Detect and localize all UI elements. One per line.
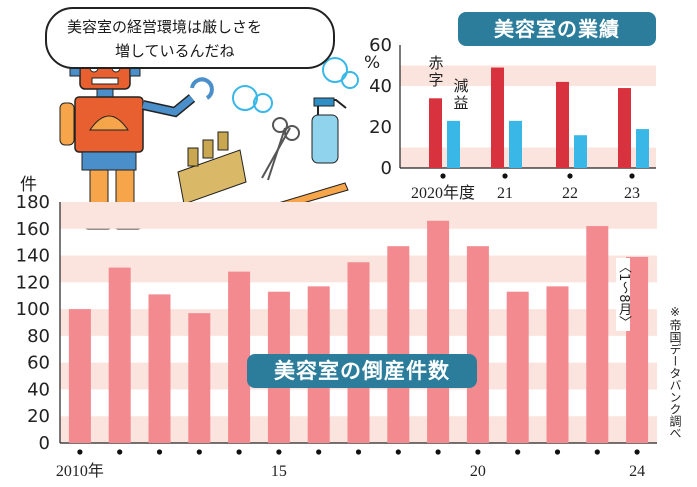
x-tick-dot — [156, 449, 163, 455]
bar-2020 — [466, 246, 489, 443]
x-tick-dot — [196, 449, 202, 455]
x-tick-label: 15 — [271, 463, 287, 480]
speech-line-2: 増しているんだね — [115, 42, 235, 60]
decline-bar-0 — [447, 120, 460, 168]
source-note: ※帝国データバンク調べ — [668, 305, 682, 439]
y-tick-label: 60 — [27, 353, 50, 374]
x-tick-label: 2020年度 — [411, 184, 475, 202]
bar-2019 — [427, 220, 450, 443]
decline-bar-1 — [509, 120, 522, 168]
x-tick-label: 22 — [562, 185, 578, 202]
x-tick-dot — [77, 449, 83, 455]
bar-2023 — [586, 226, 609, 443]
x-tick-dot — [316, 449, 322, 455]
series-label-decline: 益 — [453, 94, 468, 112]
x-tick-dot — [554, 449, 561, 455]
bar-2017 — [347, 262, 370, 443]
x-tick-dot — [594, 449, 600, 455]
x-tick-label: 2010年 — [56, 462, 104, 480]
y-tick-label: 180 — [16, 192, 50, 213]
series-label-deficit: 赤 — [428, 54, 443, 72]
y-tick-label: 120 — [16, 272, 50, 293]
bar-2022 — [546, 286, 569, 443]
speech-line-1: 美容室の経営環境は厳しさを — [67, 18, 263, 36]
y-tick-label: 40 — [369, 76, 392, 97]
x-tick-dot — [440, 173, 446, 179]
series-label-deficit: 字 — [428, 71, 443, 89]
y-tick-label: 140 — [16, 246, 50, 267]
x-tick-label: 23 — [624, 185, 640, 202]
bankruptcy-chart-title: 美容室の倒産件数 — [247, 354, 477, 388]
y-tick-label: 20 — [27, 406, 50, 427]
y-tick-label: 60 — [369, 35, 392, 56]
bar-2010 — [68, 309, 91, 443]
x-tick-dot — [502, 173, 508, 179]
x-tick-dot — [355, 449, 362, 455]
x-tick-dot — [634, 449, 640, 455]
period-annotation: 〈1〜8月〉 — [616, 258, 631, 331]
y-axis-label: % — [364, 53, 380, 73]
bar-2012 — [148, 294, 171, 443]
x-tick-label: 20 — [470, 463, 486, 480]
x-tick-dot — [567, 173, 573, 179]
y-tick-label: 160 — [16, 219, 50, 240]
y-axis-label: 件 — [20, 175, 37, 195]
bar-2011 — [108, 267, 131, 443]
x-tick-dot — [435, 449, 441, 455]
deficit-bar-0 — [429, 98, 442, 168]
grid-band — [400, 65, 656, 86]
grid-band — [400, 147, 656, 168]
bar-2014 — [228, 271, 251, 443]
y-tick-label: 40 — [27, 379, 50, 400]
y-tick-label: 100 — [16, 299, 50, 320]
deficit-bar-1 — [491, 67, 504, 168]
y-tick-label: 0 — [381, 158, 392, 179]
x-tick-dot — [117, 449, 123, 455]
bar-2013 — [188, 313, 211, 443]
y-tick-label: 80 — [27, 326, 50, 347]
x-tick-label: 24 — [629, 463, 645, 480]
bar-2021 — [506, 291, 529, 443]
decline-bar-3 — [636, 129, 649, 168]
series-label-decline: 減 — [453, 77, 468, 95]
x-tick-dot — [276, 449, 282, 455]
y-tick-label: 0 — [39, 433, 50, 454]
x-tick-label: 21 — [497, 185, 513, 202]
earnings-chart-title: 美容室の業績 — [458, 12, 656, 46]
speech-bubble: 美容室の経営環境は厳しさを 増しているんだね — [45, 7, 335, 69]
x-tick-dot — [475, 449, 481, 455]
bar-2024 — [626, 256, 649, 443]
decline-bar-2 — [574, 135, 587, 168]
x-tick-dot — [515, 449, 521, 455]
x-tick-dot — [629, 173, 635, 179]
deficit-bar-3 — [618, 88, 631, 168]
x-tick-dot — [395, 449, 401, 455]
deficit-bar-2 — [556, 81, 569, 168]
x-tick-dot — [236, 449, 242, 455]
grid-band — [60, 202, 657, 229]
y-tick-label: 20 — [369, 117, 392, 138]
bar-2018 — [387, 246, 410, 443]
